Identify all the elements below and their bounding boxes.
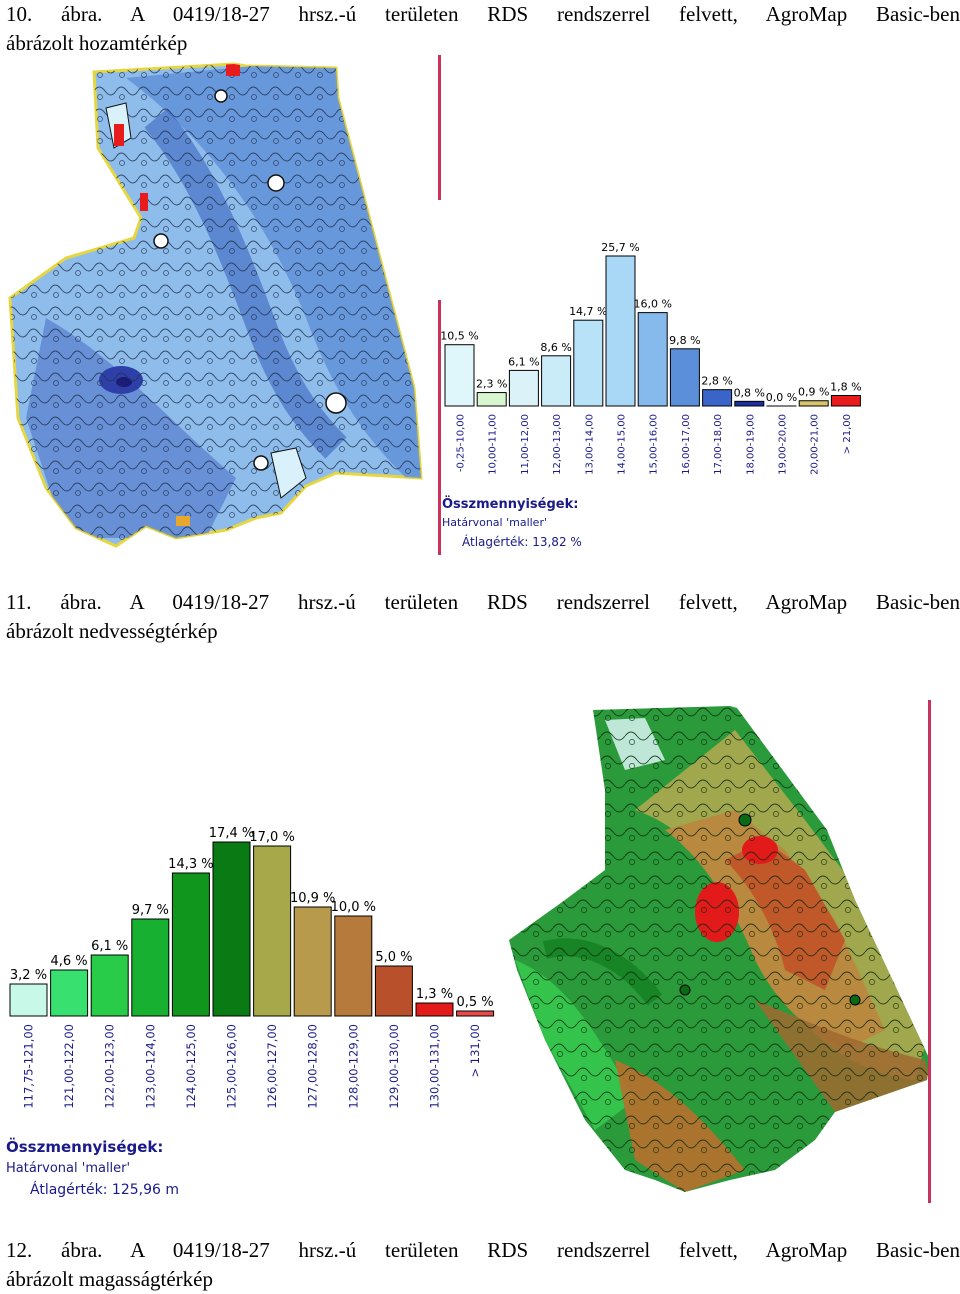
- histogram-bar: [254, 846, 291, 1016]
- histogram-bar: [91, 955, 128, 1016]
- caption-line: ábrázolt magasságtérkép: [6, 1265, 960, 1294]
- bar-value-label: 8,6 %: [540, 341, 571, 354]
- category-tick-label: 12,00-13,00: [552, 414, 563, 475]
- histogram-bar: [799, 401, 828, 406]
- category-tick-label: 20,00-21,00: [810, 414, 821, 475]
- category-tick-label: 126,00-127,00: [265, 1024, 279, 1109]
- category-tick-label: 128,00-129,00: [346, 1024, 360, 1109]
- bar-value-label: 0,8 %: [734, 386, 765, 399]
- bar-value-label: 1,3 %: [416, 987, 453, 1002]
- category-tick-label: -0,25-10,00: [456, 414, 467, 472]
- histogram-bar: [638, 313, 667, 406]
- category-tick-label: 125,00-126,00: [225, 1024, 239, 1109]
- elevation-map: [505, 700, 930, 1200]
- histogram-bar: [10, 984, 47, 1016]
- histogram-bar: [335, 916, 372, 1016]
- yield-map: [6, 58, 436, 553]
- category-tick-label: 117,75-121,00: [22, 1024, 36, 1109]
- summary-boundary: Határvonal 'maller': [442, 516, 547, 529]
- category-tick-label: 124,00-125,00: [184, 1024, 198, 1109]
- divider-line: [928, 700, 931, 1203]
- caption-line: 10. ábra. A 0419/18-27 hrsz.-ú területen…: [6, 0, 960, 29]
- bar-value-label: 6,1 %: [508, 355, 539, 368]
- histogram-bar: [51, 970, 88, 1016]
- bar-value-label: 17,0 %: [249, 830, 294, 845]
- yield-histogram: 10,5 % -0,25-10,00 2,3 % 10,00-11,00 6,1 % 11…: [440, 200, 880, 555]
- category-tick-label: > 21,00: [842, 414, 853, 454]
- category-tick-label: 19,00-20,00: [778, 414, 789, 475]
- histogram-bar: [735, 401, 764, 406]
- figure-caption-12: 12. ábra. A 0419/18-27 hrsz.-ú területen…: [6, 1236, 960, 1294]
- histogram-bar: [831, 395, 860, 406]
- bar-value-label: 0,9 %: [798, 386, 829, 399]
- histogram-bar: [172, 873, 209, 1016]
- histogram-bar: [509, 370, 538, 406]
- summary-average: Átlagérték: 13,82 %: [462, 534, 582, 549]
- histogram-bar: [457, 1011, 494, 1016]
- histogram-bar: [294, 907, 331, 1016]
- caption-line: ábrázolt hozamtérkép: [6, 29, 960, 58]
- histogram-bar: [416, 1003, 453, 1016]
- bar-value-label: 4,6 %: [51, 954, 88, 969]
- category-tick-label: 10,00-11,00: [488, 414, 499, 475]
- bar-value-label: 16,0 %: [633, 298, 671, 311]
- caption-line: 11. ábra. A 0419/18-27 hrsz.-ú területen…: [6, 588, 960, 617]
- bar-value-label: 0,5 %: [457, 995, 494, 1010]
- summary-title: Összmennyiségek:: [6, 1137, 163, 1156]
- bar-value-label: 9,7 %: [132, 903, 169, 918]
- histogram-bar: [477, 393, 506, 406]
- summary-average: Átlagérték: 125,96 m: [30, 1181, 179, 1198]
- category-tick-label: 17,00-18,00: [713, 414, 724, 475]
- bar-value-label: 25,7 %: [601, 241, 639, 254]
- bar-value-label: 9,8 %: [669, 334, 700, 347]
- category-tick-label: 130,00-131,00: [428, 1024, 442, 1109]
- category-tick-label: 127,00-128,00: [306, 1024, 320, 1109]
- bar-value-label: 5,0 %: [375, 950, 412, 965]
- histogram-bar: [445, 345, 474, 406]
- category-tick-label: 123,00-124,00: [143, 1024, 157, 1109]
- histogram-bar: [606, 256, 635, 406]
- category-tick-label: 16,00-17,00: [681, 414, 692, 475]
- bar-value-label: 3,2 %: [10, 968, 47, 983]
- category-tick-label: 122,00-123,00: [103, 1024, 117, 1109]
- histogram-bar: [703, 390, 732, 406]
- elevation-histogram: 3,2 % 117,75-121,00 4,6 % 121,00-122,00 6,1 …: [4, 790, 504, 1202]
- histogram-bar: [213, 842, 250, 1016]
- histogram-bar: [542, 356, 571, 406]
- bar-value-label: 10,5 %: [440, 330, 478, 343]
- divider-line: [438, 55, 441, 200]
- bar-value-label: 2,8 %: [701, 375, 732, 388]
- bar-value-label: 10,9 %: [290, 891, 335, 906]
- category-tick-label: 11,00-12,00: [520, 414, 531, 475]
- category-tick-label: 14,00-15,00: [617, 414, 628, 475]
- category-tick-label: > 131,00: [468, 1024, 482, 1078]
- category-tick-label: 18,00-19,00: [745, 414, 756, 475]
- histogram-bar: [375, 966, 412, 1016]
- bar-value-label: 2,3 %: [476, 378, 507, 391]
- category-tick-label: 15,00-16,00: [649, 414, 660, 475]
- summary-title: Összmennyiségek:: [442, 496, 578, 512]
- bar-value-label: 10,0 %: [331, 900, 376, 915]
- bar-value-label: 0,0 %: [766, 391, 797, 404]
- category-tick-label: 13,00-14,00: [584, 414, 595, 475]
- summary-boundary: Határvonal 'maller': [6, 1161, 130, 1176]
- figure-caption-11: 11. ábra. A 0419/18-27 hrsz.-ú területen…: [6, 588, 960, 646]
- category-tick-label: 121,00-122,00: [62, 1024, 76, 1109]
- bar-value-label: 14,7 %: [569, 305, 607, 318]
- bar-value-label: 17,4 %: [209, 826, 254, 841]
- caption-line: ábrázolt nedvességtérkép: [6, 617, 960, 646]
- bar-value-label: 14,3 %: [168, 857, 213, 872]
- bar-value-label: 6,1 %: [91, 939, 128, 954]
- bar-value-label: 1,8 %: [830, 380, 861, 393]
- category-tick-label: 129,00-130,00: [387, 1024, 401, 1109]
- histogram-bar: [670, 349, 699, 406]
- figure-caption-10: 10. ábra. A 0419/18-27 hrsz.-ú területen…: [6, 0, 960, 58]
- histogram-bar: [574, 320, 603, 406]
- caption-line: 12. ábra. A 0419/18-27 hrsz.-ú területen…: [6, 1236, 960, 1265]
- histogram-bar: [132, 919, 169, 1016]
